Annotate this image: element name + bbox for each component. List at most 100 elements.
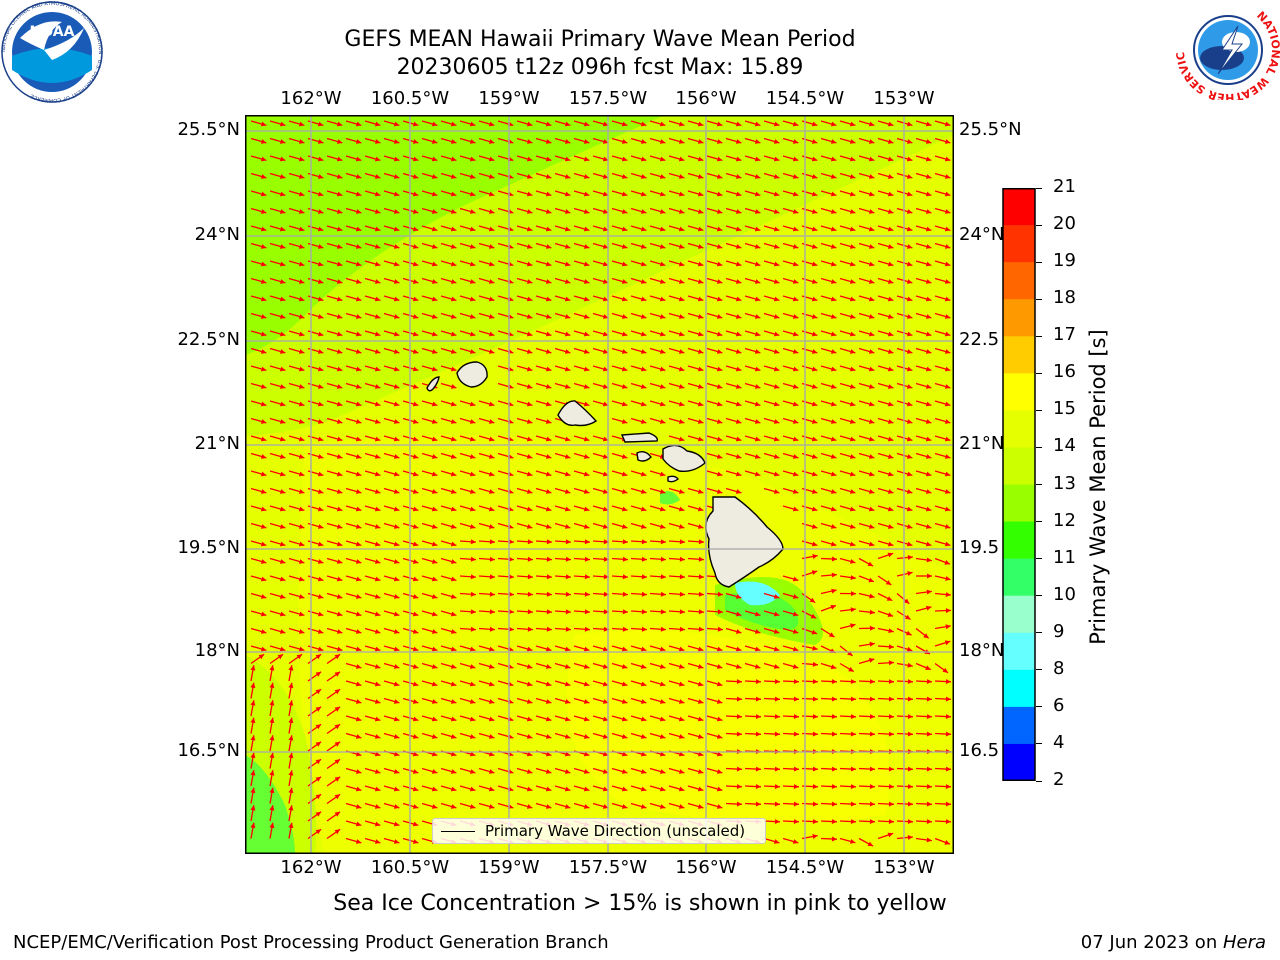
wave-arrow-head [640, 139, 647, 144]
wave-arrow-head [602, 226, 609, 232]
wave-arrow-head [906, 191, 913, 197]
wave-arrow-head [450, 629, 457, 634]
wave-arrow-head [431, 296, 438, 302]
wave-arrow-head [622, 574, 628, 580]
wave-arrow-head [678, 734, 685, 739]
wave-arrow-head [260, 524, 267, 529]
wave-arrow-head [412, 471, 419, 477]
wave-arrow-head [621, 261, 628, 267]
period-contour-maui-12 [660, 491, 680, 505]
wave-arrow-head [925, 191, 932, 197]
plot-subtitle: 20230605 t12z 096h fcst Max: 15.89 [396, 55, 804, 80]
wave-arrow-head [830, 604, 836, 610]
wave-arrow-head [602, 506, 609, 512]
wave-arrow-head [279, 594, 286, 599]
wave-arrow-head [659, 279, 666, 284]
wave-arrow-head [526, 174, 533, 179]
wave-arrow-head [393, 349, 400, 354]
wave-arrow-head [526, 489, 533, 494]
wave-arrow-head [621, 734, 628, 739]
wave-arrow-head [412, 594, 419, 599]
wave-arrow-head [260, 541, 267, 547]
wave-arrow-head [355, 436, 362, 442]
wave-arrow-head [849, 156, 856, 162]
wave-arrow-head [944, 436, 951, 442]
wave-arrow-head [888, 784, 894, 789]
wave-arrow-head [336, 506, 343, 512]
wave-arrow-head [697, 664, 704, 669]
wave-arrow-head [602, 209, 609, 214]
wave-arrow-head [754, 471, 761, 477]
wave-arrow-head [526, 384, 533, 389]
wave-arrow-head [698, 574, 704, 580]
wave-arrow-head [583, 296, 590, 302]
wave-arrow-head [735, 226, 742, 232]
wave-arrow-head [545, 366, 552, 372]
wave-arrow-head [489, 574, 495, 580]
wave-arrow-head [583, 261, 590, 267]
wave-arrow-head [584, 591, 590, 597]
wave-arrow-head [640, 279, 647, 284]
wave-arrow-head [926, 557, 932, 563]
wave-arrow-head [412, 541, 419, 547]
wave-arrow-head [659, 804, 666, 809]
wave-arrow-head [697, 209, 704, 214]
wave-arrow-head [450, 576, 457, 582]
wave-arrow-head [488, 489, 495, 494]
wave-arrow-head [659, 174, 666, 179]
wave-arrow-head [830, 296, 837, 302]
wave-arrow-head [792, 296, 799, 302]
wave-arrow-head [697, 366, 704, 372]
wave-arrow-head [470, 556, 476, 562]
wave-arrow-head [317, 296, 324, 302]
wave-arrow-head [469, 226, 476, 232]
wave-arrow-head [888, 679, 894, 684]
wave-arrow-head [716, 366, 723, 372]
wave-arrow-head [545, 454, 552, 459]
wave-arrow-head [355, 559, 362, 564]
colorbar-tick-label: 2 [1053, 769, 1065, 790]
wave-arrow-head [374, 821, 381, 827]
wave-arrow-head [735, 331, 742, 337]
wave-arrow-head [374, 804, 381, 809]
wave-arrow-head [450, 664, 457, 669]
wave-arrow-head [279, 559, 286, 564]
wave-arrow-head [660, 574, 666, 580]
wave-arrow-head [945, 714, 951, 719]
wave-arrow-head [279, 156, 286, 162]
colorbar-tick-mark [1036, 335, 1042, 337]
wave-arrow-head [298, 191, 305, 197]
wave-arrow-head [583, 804, 590, 809]
wave-arrow-head [811, 401, 818, 407]
wave-arrow-head [925, 401, 932, 407]
wave-arrow-head [793, 819, 799, 824]
wave-arrow-head [944, 349, 951, 354]
wave-arrow-head [374, 296, 381, 302]
wave-arrow-head [260, 629, 267, 634]
wave-arrow-head [526, 769, 533, 774]
wave-arrow-head [640, 209, 647, 214]
wave-arrow-head [336, 244, 343, 249]
wave-arrow-head [488, 191, 495, 197]
wave-arrow-head [260, 121, 267, 127]
wave-arrow-head [868, 191, 875, 197]
wave-arrow-head [735, 156, 742, 162]
wave-arrow-head [393, 786, 400, 792]
wave-arrow-head [792, 191, 799, 197]
wave-arrow-head [906, 121, 913, 127]
wave-arrow-head [945, 592, 951, 597]
wave-arrow-head [773, 349, 780, 354]
wave-arrow-head [374, 611, 381, 617]
wave-arrow-head [811, 454, 818, 459]
wave-arrow-head [564, 524, 571, 529]
lat-tick-left: 18°N [194, 640, 240, 661]
wave-arrow-head [250, 752, 256, 759]
wave-arrow-head [393, 419, 400, 424]
wave-arrow-head [583, 524, 590, 529]
colorbar-tick-label: 10 [1053, 583, 1076, 605]
wave-arrow-head [944, 156, 951, 162]
wave-arrow-head [735, 121, 742, 127]
wave-arrow-head [754, 419, 761, 424]
wave-arrow-head [849, 261, 856, 267]
wave-arrow-head [545, 436, 552, 442]
